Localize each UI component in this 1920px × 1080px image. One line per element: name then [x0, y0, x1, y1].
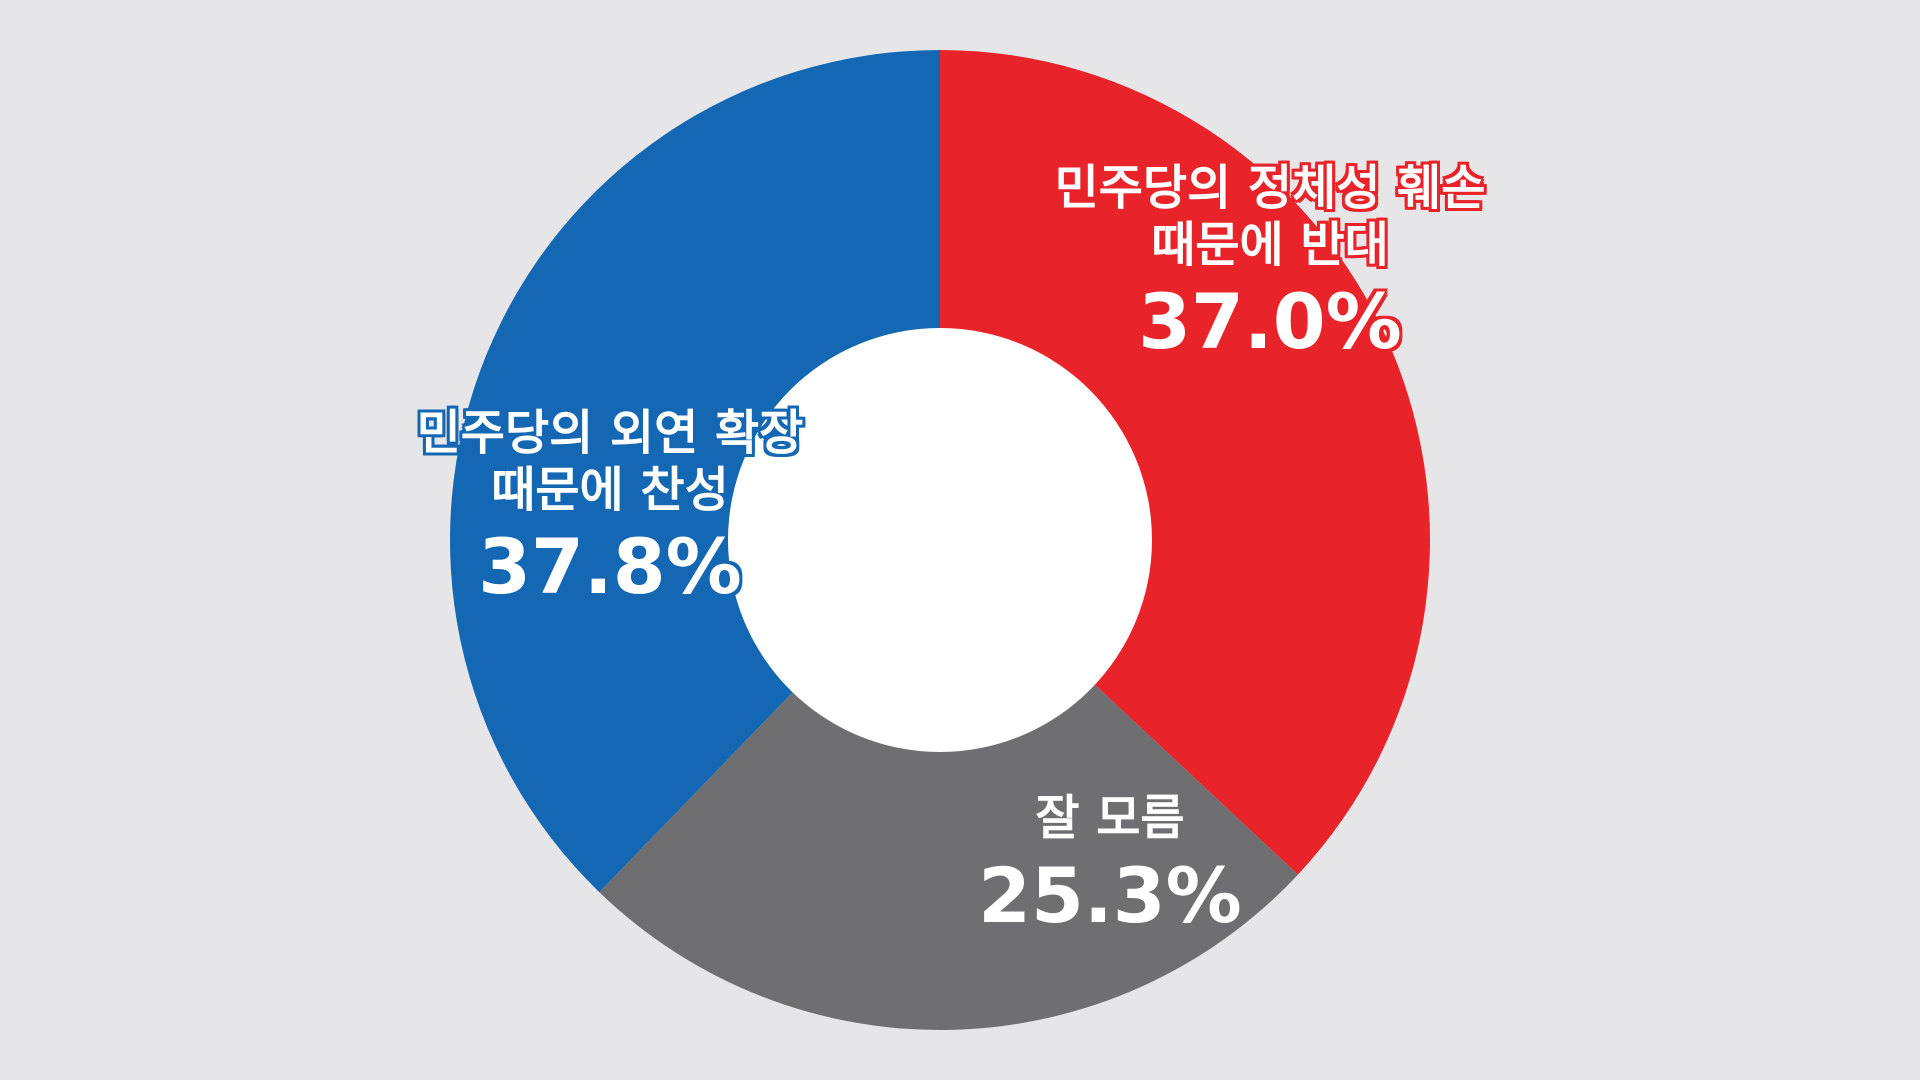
slice-value-unknown: 25.3% [978, 850, 1242, 940]
slice-label-unknown-line1: 잘 모름 [1035, 790, 1185, 846]
slice-value-oppose: 37.0% [1138, 277, 1402, 367]
donut-hole [728, 328, 1152, 752]
slice-label-support-line2: 때문에 찬성 [491, 461, 729, 518]
slice-value-support: 37.8% [478, 522, 742, 612]
slice-label-oppose-line1: 민주당의 정체성 훼손 [1054, 160, 1486, 216]
slice-unknown [599, 540, 1298, 1030]
slice-support [449, 50, 940, 893]
slice-label-oppose-line2: 때문에 반대 [1151, 216, 1389, 273]
slice-oppose [940, 50, 1430, 875]
slice-label-support: 민주당의 외연 확장 때문에 찬성 37.8% [300, 405, 920, 612]
slice-label-oppose: 민주당의 정체성 훼손 때문에 반대 37.0% [950, 160, 1590, 367]
slice-label-unknown: 잘 모름 25.3% [880, 790, 1340, 940]
slice-label-support-line1: 민주당의 외연 확장 [416, 405, 804, 461]
